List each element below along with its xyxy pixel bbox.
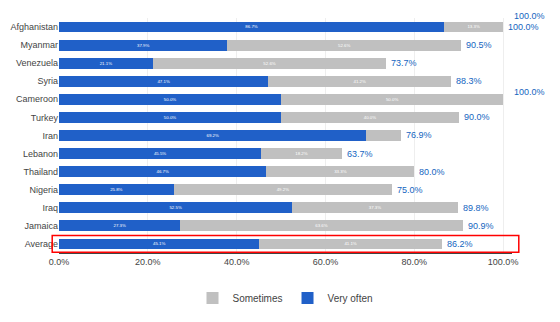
- svg-text:Venezuela: Venezuela: [16, 58, 58, 68]
- svg-text:Cameroon: Cameroon: [16, 94, 58, 104]
- svg-text:76.9%: 76.9%: [406, 130, 432, 140]
- svg-text:90.5%: 90.5%: [466, 40, 492, 50]
- svg-text:40.0%: 40.0%: [364, 115, 376, 120]
- svg-text:45.5%: 45.5%: [154, 151, 166, 156]
- svg-text:50.0%: 50.0%: [164, 115, 176, 120]
- svg-text:21.1%: 21.1%: [100, 61, 112, 66]
- svg-text:52.6%: 52.6%: [263, 61, 275, 66]
- svg-text:Jamaica: Jamaica: [24, 221, 58, 231]
- svg-text:63.7%: 63.7%: [347, 149, 373, 159]
- svg-text:49.2%: 49.2%: [277, 187, 289, 192]
- svg-text:60.0%: 60.0%: [313, 257, 339, 267]
- svg-text:41.2%: 41.2%: [354, 79, 366, 84]
- svg-text:Turkey: Turkey: [31, 113, 59, 123]
- svg-text:100.0%: 100.0%: [488, 257, 519, 267]
- svg-text:69.2%: 69.2%: [206, 133, 218, 138]
- svg-text:Iran: Iran: [42, 131, 58, 141]
- svg-text:100.0%: 100.0%: [508, 22, 539, 32]
- svg-text:Nigeria: Nigeria: [29, 185, 58, 195]
- svg-text:86.7%: 86.7%: [245, 24, 257, 29]
- svg-text:47.1%: 47.1%: [157, 79, 169, 84]
- svg-text:41.1%: 41.1%: [344, 241, 356, 246]
- svg-text:Sometimes: Sometimes: [233, 293, 283, 304]
- svg-text:52.5%: 52.5%: [169, 205, 181, 210]
- svg-text:89.8%: 89.8%: [463, 203, 489, 213]
- svg-text:100.0%: 100.0%: [514, 11, 545, 21]
- svg-text:52.6%: 52.6%: [338, 43, 350, 48]
- svg-text:45.1%: 45.1%: [153, 241, 165, 246]
- svg-text:33.3%: 33.3%: [334, 169, 346, 174]
- svg-text:37.9%: 37.9%: [137, 43, 149, 48]
- svg-text:88.3%: 88.3%: [456, 76, 482, 86]
- svg-text:Very often: Very often: [328, 293, 373, 304]
- svg-text:63.6%: 63.6%: [315, 223, 327, 228]
- svg-text:80.0%: 80.0%: [402, 257, 428, 267]
- svg-text:27.3%: 27.3%: [113, 223, 125, 228]
- svg-text:Thailand: Thailand: [23, 167, 58, 177]
- svg-text:Afghanistan: Afghanistan: [10, 22, 58, 32]
- svg-text:Iraq: Iraq: [42, 203, 58, 213]
- svg-text:75.0%: 75.0%: [397, 185, 423, 195]
- svg-text:50.0%: 50.0%: [164, 97, 176, 102]
- svg-text:46.7%: 46.7%: [157, 169, 169, 174]
- svg-text:20.0%: 20.0%: [135, 257, 161, 267]
- svg-text:Syria: Syria: [37, 76, 58, 86]
- svg-text:Lebanon: Lebanon: [23, 149, 58, 159]
- svg-text:90.0%: 90.0%: [464, 112, 490, 122]
- svg-text:40.0%: 40.0%: [224, 257, 250, 267]
- svg-text:Myanmar: Myanmar: [20, 40, 58, 50]
- svg-text:25.8%: 25.8%: [110, 187, 122, 192]
- svg-text:50.0%: 50.0%: [386, 97, 398, 102]
- svg-text:Average: Average: [25, 239, 58, 249]
- svg-text:18.2%: 18.2%: [295, 151, 307, 156]
- svg-text:37.3%: 37.3%: [369, 205, 381, 210]
- svg-text:80.0%: 80.0%: [419, 167, 445, 177]
- svg-text:0.0%: 0.0%: [49, 257, 70, 267]
- svg-text:73.7%: 73.7%: [391, 58, 417, 68]
- svg-text:90.9%: 90.9%: [468, 221, 494, 231]
- svg-text:13.3%: 13.3%: [467, 24, 479, 29]
- svg-text:86.2%: 86.2%: [447, 239, 473, 249]
- svg-text:100.0%: 100.0%: [514, 87, 545, 97]
